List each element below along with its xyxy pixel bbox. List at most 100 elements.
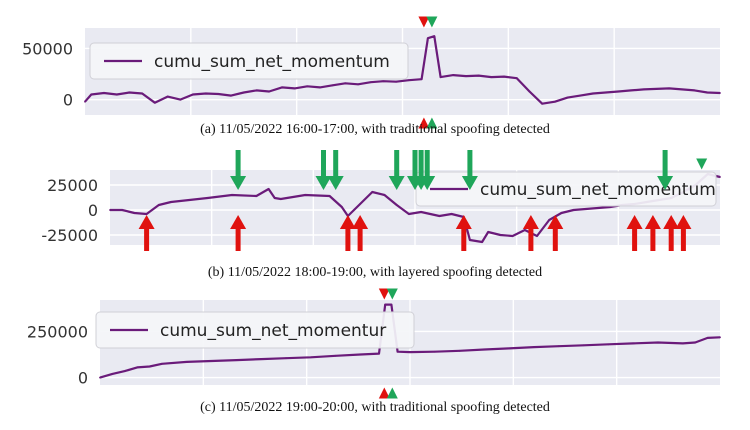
red-up-arrow bbox=[663, 215, 680, 251]
caption-a: (a) 11/05/2022 16:00-17:00, with traditi… bbox=[200, 122, 550, 137]
data-point bbox=[395, 80, 398, 83]
data-point bbox=[490, 76, 493, 79]
spoof-marker-green-top bbox=[696, 158, 708, 170]
data-point bbox=[438, 215, 441, 217]
green-down-arrow bbox=[388, 150, 405, 190]
data-point bbox=[604, 91, 607, 94]
data-point bbox=[103, 92, 105, 94]
data-point bbox=[136, 366, 139, 369]
data-point bbox=[465, 75, 467, 78]
data-point bbox=[719, 336, 721, 339]
data-point bbox=[554, 100, 556, 103]
data-point bbox=[642, 88, 645, 91]
data-point bbox=[469, 239, 471, 241]
data-point bbox=[242, 91, 245, 94]
data-point bbox=[630, 89, 632, 92]
data-point bbox=[141, 92, 144, 95]
spoof-marker-red-bottom bbox=[378, 387, 390, 399]
data-point bbox=[145, 213, 148, 215]
red-up-arrow bbox=[138, 215, 155, 251]
data-point bbox=[632, 342, 635, 345]
chart-panel-a: 0 50000 cumu_sum_net_momentum (a) 11/05/20… bbox=[0, 10, 750, 137]
data-point bbox=[217, 93, 220, 95]
data-point bbox=[383, 194, 386, 196]
data-point bbox=[668, 87, 671, 90]
data-point bbox=[231, 194, 233, 196]
chart-a: 0 50000 cumu_sum_net_momentum bbox=[22, 16, 721, 129]
data-point bbox=[579, 94, 582, 97]
data-point bbox=[395, 204, 398, 206]
data-point bbox=[694, 341, 697, 344]
data-point bbox=[344, 82, 347, 85]
red-up-arrow bbox=[626, 215, 643, 251]
red-up-arrow bbox=[230, 215, 247, 251]
data-point bbox=[427, 37, 429, 40]
data-point bbox=[584, 208, 587, 210]
data-point bbox=[508, 347, 511, 350]
red-up-arrow bbox=[455, 215, 472, 251]
data-point bbox=[340, 206, 343, 208]
data-point bbox=[230, 94, 232, 97]
chart-panel-c: 0 250000 cumu_sum_net_momentur (c) 11/05/2… bbox=[0, 288, 750, 425]
data-point bbox=[273, 197, 276, 199]
data-point bbox=[409, 351, 411, 354]
green-down-arrow bbox=[419, 150, 436, 190]
data-point bbox=[706, 91, 709, 94]
data-point bbox=[582, 344, 585, 347]
data-point bbox=[359, 353, 362, 356]
caption-c: (c) 11/05/2022 19:00-20:00, with traditi… bbox=[200, 400, 550, 415]
y-tick-label: 0 bbox=[88, 201, 98, 220]
data-point bbox=[511, 235, 514, 237]
data-point bbox=[681, 88, 683, 91]
data-point bbox=[420, 211, 422, 213]
data-point bbox=[309, 356, 312, 359]
data-point bbox=[719, 176, 721, 178]
red-up-arrow bbox=[547, 215, 564, 251]
data-point bbox=[128, 91, 131, 94]
data-point bbox=[133, 212, 136, 214]
legend-label: cumu_sum_net_momentum bbox=[480, 180, 716, 200]
data-point bbox=[384, 303, 387, 306]
data-point bbox=[609, 206, 612, 208]
data-point bbox=[157, 204, 160, 206]
red-up-arrow bbox=[339, 215, 356, 251]
data-point bbox=[487, 231, 490, 233]
legend-box bbox=[415, 171, 717, 207]
data-point bbox=[560, 212, 563, 214]
data-point bbox=[433, 350, 436, 353]
data-point bbox=[597, 207, 599, 209]
data-point bbox=[371, 191, 374, 193]
data-point bbox=[458, 349, 461, 352]
y-tick-label: -25000 bbox=[41, 226, 98, 245]
y-tick-label: 25000 bbox=[47, 176, 98, 195]
red-up-arrow bbox=[352, 215, 369, 251]
data-point bbox=[566, 96, 569, 99]
red-up-arrow bbox=[644, 215, 661, 251]
green-down-arrow bbox=[315, 150, 332, 190]
data-point bbox=[481, 241, 483, 243]
data-point bbox=[206, 197, 209, 199]
data-point bbox=[357, 83, 359, 86]
green-down-arrow bbox=[230, 150, 247, 190]
data-point bbox=[267, 188, 270, 190]
data-point bbox=[592, 92, 594, 95]
red-up-arrow bbox=[522, 215, 539, 251]
data-point bbox=[331, 84, 334, 87]
data-point bbox=[407, 79, 410, 82]
data-point bbox=[450, 213, 453, 215]
data-point bbox=[121, 209, 124, 211]
spoof-marker-green-bottom bbox=[426, 117, 438, 129]
green-down-arrow bbox=[657, 150, 674, 190]
data-point bbox=[285, 357, 287, 360]
data-point bbox=[109, 209, 111, 211]
data-point bbox=[503, 75, 505, 78]
spoof-marker-green-top bbox=[386, 288, 398, 300]
data-point bbox=[408, 213, 410, 215]
data-point bbox=[328, 195, 331, 197]
data-point bbox=[515, 77, 518, 80]
data-point bbox=[477, 74, 480, 77]
green-down-arrow bbox=[327, 150, 344, 190]
data-point bbox=[452, 74, 455, 76]
data-point bbox=[255, 195, 258, 197]
data-point bbox=[439, 76, 442, 79]
